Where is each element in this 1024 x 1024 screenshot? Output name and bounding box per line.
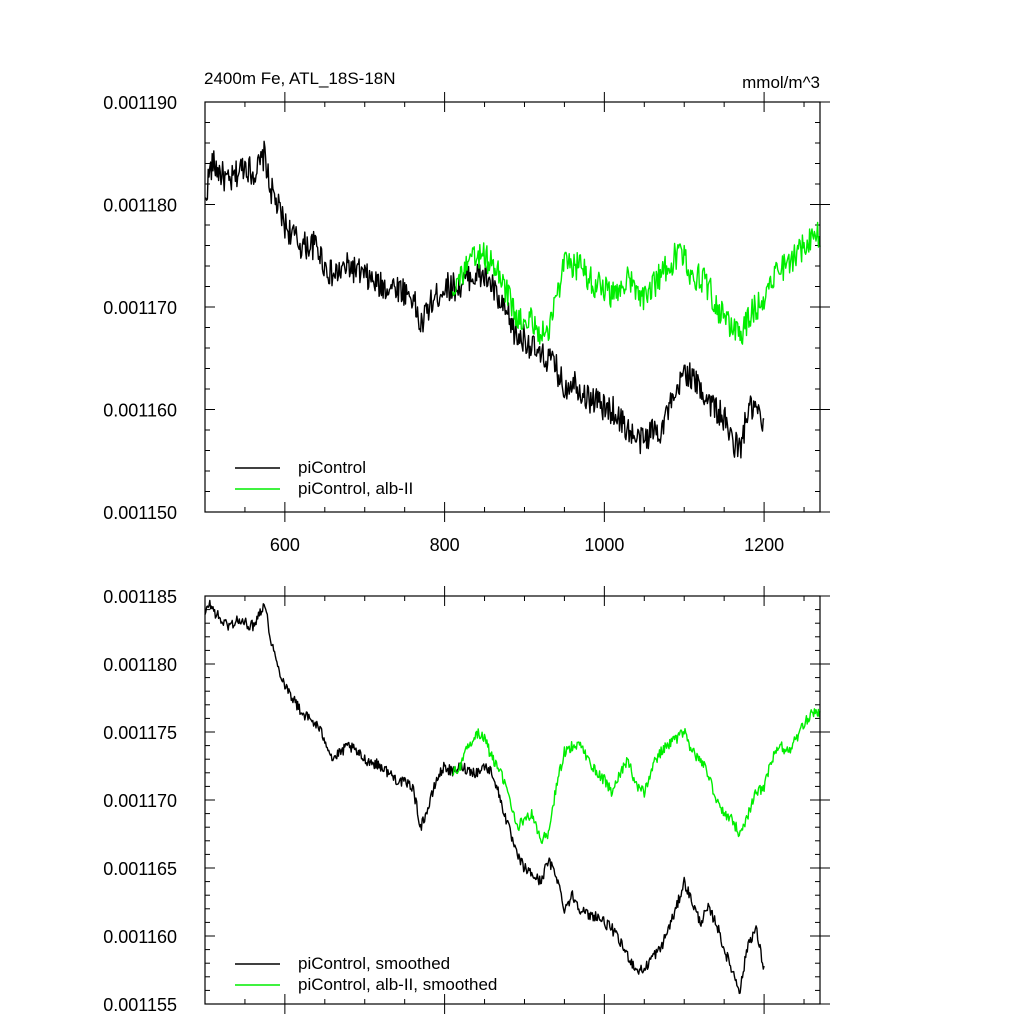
y-tick-label: 0.001175 <box>103 723 177 743</box>
legend: piControl, smoothed piControl, alb-II, sm… <box>235 954 497 994</box>
y-tick-label: 0.001185 <box>103 587 177 607</box>
y-tick-label: 0.001155 <box>103 995 177 1015</box>
bottom-chart-panel: 0.001155 0.001160 0.001165 0.001170 0.001175… <box>103 586 830 1015</box>
y-tick-label: 0.001180 <box>103 655 177 675</box>
plot-frame <box>204 595 821 1005</box>
chart-units: mmol/m^3 <box>742 73 820 92</box>
series-line <box>451 221 821 345</box>
y-tick-label: 0.001160 <box>103 401 177 421</box>
plot-frame <box>204 101 821 513</box>
legend-label: piControl, alb-II <box>298 479 413 498</box>
y-tick-label: 0.001150 <box>103 503 177 523</box>
x-tick-label: 800 <box>430 535 460 555</box>
y-tick-label: 0.001170 <box>103 791 177 811</box>
axis-ticks: 0.001155 0.001160 0.001165 0.001170 0.001175… <box>103 586 830 1015</box>
series-line <box>204 599 765 995</box>
x-tick-label: 600 <box>270 535 300 555</box>
x-tick-label: 1000 <box>584 535 624 555</box>
legend-label: piControl, alb-II, smoothed <box>298 975 497 994</box>
x-tick-label: 1200 <box>744 535 784 555</box>
series-line <box>452 708 821 845</box>
series-line <box>204 140 765 459</box>
legend-label: piControl, smoothed <box>298 954 450 973</box>
y-tick-label: 0.001180 <box>103 196 177 216</box>
series-layer <box>204 140 821 459</box>
y-tick-label: 0.001160 <box>103 927 177 947</box>
y-tick-label: 0.001165 <box>103 859 177 879</box>
axis-ticks: 600 800 1000 1200 0.001150 0.001160 0.001170 0.… <box>103 92 830 555</box>
legend-label: piControl <box>298 458 366 477</box>
chart-title: 2400m Fe, ATL_18S-18N <box>204 69 396 88</box>
y-tick-label: 0.001190 <box>103 93 177 113</box>
top-chart-panel: 2400m Fe, ATL_18S-18N mmol/m^3 600 800 100… <box>103 69 830 555</box>
legend: piControl piControl, alb-II <box>235 458 413 498</box>
y-tick-label: 0.001170 <box>103 298 177 318</box>
series-layer <box>204 599 821 995</box>
